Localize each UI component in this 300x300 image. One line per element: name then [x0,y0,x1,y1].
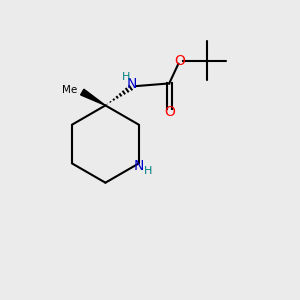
Text: N: N [134,159,144,173]
Polygon shape [81,89,105,105]
Text: H: H [122,72,130,82]
Text: H: H [144,166,153,176]
Text: O: O [174,53,185,68]
Text: Me: Me [61,85,77,95]
Text: O: O [164,105,175,119]
Text: N: N [127,77,137,91]
